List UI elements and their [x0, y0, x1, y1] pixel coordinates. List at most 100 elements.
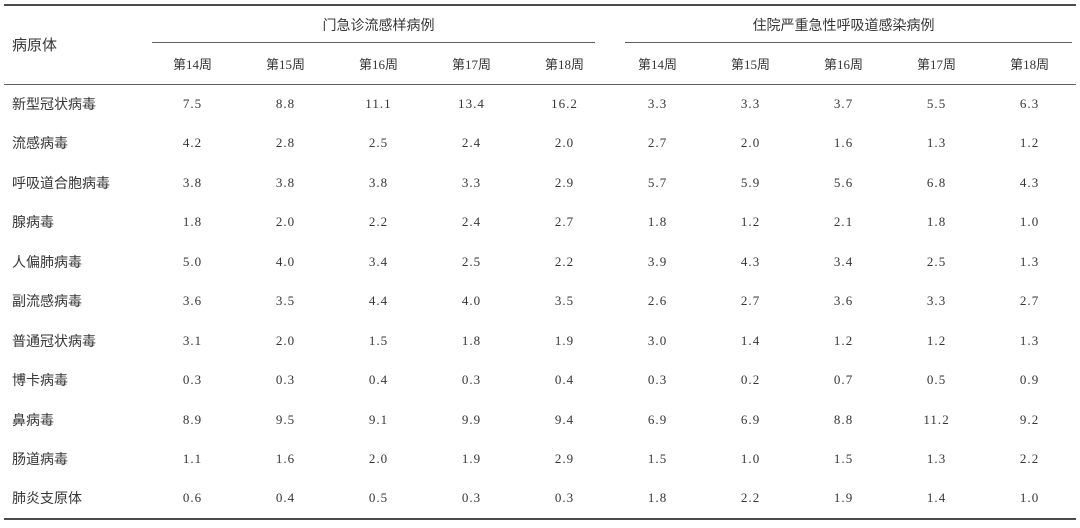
- value-cell: 1.9: [554, 332, 575, 348]
- value-cell: 0.3: [647, 372, 668, 388]
- value-cell: 5.9: [740, 174, 761, 190]
- value-cell: 2.7: [740, 293, 761, 309]
- value-cell: 3.5: [275, 293, 296, 309]
- pathogen-name: 新型冠状病毒: [12, 98, 96, 113]
- value-cell: 9.4: [554, 411, 575, 427]
- value-cell: 3.4: [368, 253, 389, 269]
- value-cell: 4.0: [275, 253, 296, 269]
- week-header: 第15周: [704, 43, 798, 85]
- value-cell: 5.7: [647, 174, 668, 190]
- value-cell: 2.6: [647, 293, 668, 309]
- value-cell: 4.4: [368, 293, 389, 309]
- value-cell: 4.0: [461, 293, 482, 309]
- value-cell: 9.1: [368, 411, 389, 427]
- value-cell: 2.9: [554, 174, 575, 190]
- value-cell: 1.0: [1019, 490, 1040, 506]
- value-cell: 5.5: [926, 96, 947, 111]
- value-cell: 3.7: [833, 96, 854, 111]
- value-cell: 9.9: [461, 411, 482, 427]
- group-underline: [152, 42, 596, 43]
- value-cell: 1.2: [833, 332, 854, 348]
- table-row: 鼻病毒 8.9 9.5 9.1 9.9 9.4 6.9 6.9 8.8 11.2 9.2: [4, 400, 1076, 440]
- value-cell: 16.2: [551, 96, 578, 111]
- value-cell: 3.4: [833, 253, 854, 269]
- pathogen-name: 鼻病毒: [12, 413, 54, 429]
- value-cell: 2.2: [368, 214, 389, 230]
- value-cell: 1.8: [926, 214, 947, 230]
- value-cell: 7.5: [182, 96, 203, 111]
- value-cell: 0.4: [368, 372, 389, 388]
- value-cell: 11.2: [923, 411, 950, 427]
- value-cell: 3.3: [740, 96, 761, 111]
- value-cell: 0.3: [461, 490, 482, 506]
- value-cell: 3.3: [926, 293, 947, 309]
- pathogen-name: 普通冠状病毒: [12, 334, 96, 350]
- value-cell: 1.0: [740, 451, 761, 467]
- value-cell: 2.2: [740, 490, 761, 506]
- value-cell: 3.8: [275, 174, 296, 190]
- table-row: 人偏肺病毒 5.0 4.0 3.4 2.5 2.2 3.9 4.3 3.4 2.5 1.3: [4, 242, 1076, 282]
- value-cell: 0.7: [833, 372, 854, 388]
- group-header-outpatient: 门急诊流感样病例: [146, 5, 611, 43]
- week-header: 第17周: [890, 43, 984, 85]
- value-cell: 1.4: [740, 332, 761, 348]
- value-cell: 1.3: [926, 135, 947, 151]
- group-label-inpatient: 住院严重急性呼吸道感染病例: [752, 18, 935, 34]
- value-cell: 3.8: [368, 174, 389, 190]
- group-header-inpatient: 住院严重急性呼吸道感染病例: [611, 5, 1076, 43]
- value-cell: 9.5: [275, 411, 296, 427]
- table-row: 流感病毒 4.2 2.8 2.5 2.4 2.0 2.7 2.0 1.6 1.3 1.2: [4, 124, 1076, 164]
- table-row: 普通冠状病毒 3.1 2.0 1.5 1.8 1.9 3.0 1.4 1.2 1.2 1.3: [4, 321, 1076, 361]
- value-cell: 0.3: [554, 490, 575, 506]
- value-cell: 1.6: [275, 451, 296, 467]
- value-cell: 2.5: [368, 135, 389, 151]
- value-cell: 1.0: [1019, 214, 1040, 230]
- table-row: 副流感病毒 3.6 3.5 4.4 4.0 3.5 2.6 2.7 3.6 3.3 2.7: [4, 282, 1076, 322]
- value-cell: 0.3: [182, 372, 203, 388]
- pathogen-name: 流感病毒: [12, 137, 68, 153]
- table-row: 腺病毒 1.8 2.0 2.2 2.4 2.7 1.8 1.2 2.1 1.8 1.0: [4, 203, 1076, 243]
- value-cell: 0.4: [275, 490, 296, 506]
- value-cell: 3.6: [182, 293, 203, 309]
- value-cell: 2.4: [461, 135, 482, 151]
- week-header: 第15周: [239, 43, 332, 85]
- value-cell: 3.6: [833, 293, 854, 309]
- week-header: 第18周: [518, 43, 612, 85]
- value-cell: 9.2: [1019, 411, 1040, 427]
- value-cell: 2.4: [461, 214, 482, 230]
- value-cell: 1.3: [1019, 253, 1040, 269]
- value-cell: 4.3: [740, 253, 761, 269]
- value-cell: 6.8: [926, 174, 947, 190]
- table-row: 新型冠状病毒 7.5 8.8 11.1 13.4 16.2 3.3 3.3 3.7 5.5 6.3: [4, 84, 1076, 124]
- value-cell: 1.3: [1019, 332, 1040, 348]
- value-cell: 1.2: [926, 332, 947, 348]
- table-row: 肠道病毒 1.1 1.6 2.0 1.9 2.9 1.5 1.0 1.5 1.3 2.2: [4, 440, 1076, 480]
- pathogen-name: 肺炎支原体: [12, 492, 82, 508]
- week-header-row: 第14周 第15周 第16周 第17周 第18周 第14周 第15周 第16周 …: [4, 43, 1077, 85]
- value-cell: 3.8: [182, 174, 203, 190]
- value-cell: 3.3: [461, 174, 482, 190]
- pathogen-name: 博卡病毒: [12, 374, 68, 390]
- value-cell: 1.2: [740, 214, 761, 230]
- value-cell: 2.0: [275, 214, 296, 230]
- value-cell: 0.2: [740, 372, 761, 388]
- pathogen-surveillance-table: 病原体 门急诊流感样病例 住院严重急性呼吸道感染病例 第14周 第15周 第16…: [4, 4, 1077, 520]
- week-header: 第14周: [146, 43, 239, 85]
- value-cell: 0.5: [368, 490, 389, 506]
- value-cell: 2.8: [275, 135, 296, 151]
- table-row: 博卡病毒 0.3 0.3 0.4 0.3 0.4 0.3 0.2 0.7 0.5 0.9: [4, 361, 1076, 401]
- value-cell: 0.5: [926, 372, 947, 388]
- value-cell: 0.3: [275, 372, 296, 388]
- value-cell: 4.3: [1019, 174, 1040, 190]
- value-cell: 1.8: [461, 332, 482, 348]
- value-cell: 1.8: [647, 490, 668, 506]
- value-cell: 0.9: [1019, 372, 1040, 388]
- value-cell: 3.0: [647, 332, 668, 348]
- value-cell: 11.1: [365, 96, 392, 111]
- week-header: 第16周: [797, 43, 891, 85]
- value-cell: 2.1: [833, 214, 854, 230]
- table-row: 肺炎支原体 0.6 0.4 0.5 0.3 0.3 1.8 2.2 1.9 1.4 1.0: [4, 479, 1076, 519]
- value-cell: 5.6: [833, 174, 854, 190]
- value-cell: 1.9: [461, 451, 482, 467]
